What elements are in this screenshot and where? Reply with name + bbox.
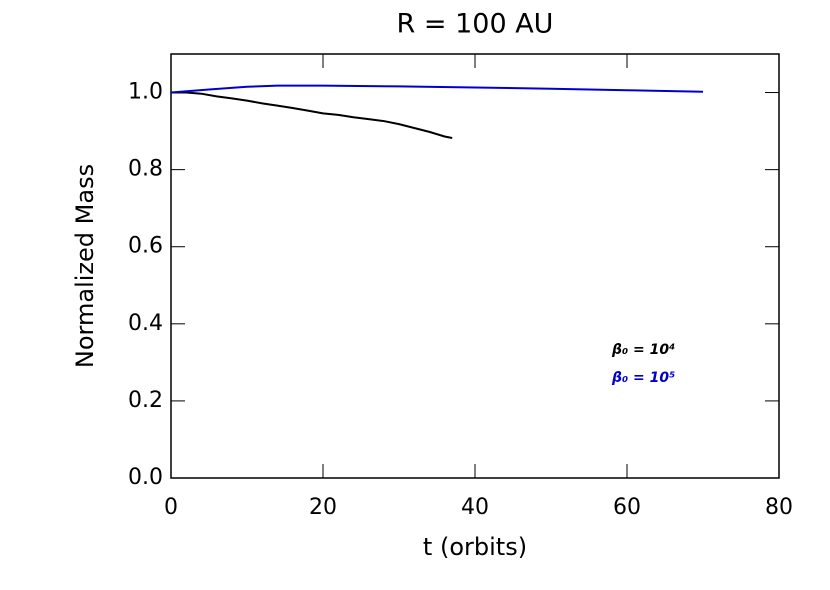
plot-frame — [170, 53, 780, 479]
x-tick-label: 40 — [461, 495, 489, 520]
data-line — [170, 84, 704, 94]
legend-entry: β₀ = 10⁴ — [611, 342, 675, 358]
y-axis-label: Normalized Mass — [71, 164, 99, 368]
x-tick-label: 60 — [613, 495, 641, 520]
y-tick-label: 0.0 — [128, 465, 163, 490]
y-tick-label: 1.0 — [128, 80, 163, 105]
x-tick-label: 20 — [309, 495, 337, 520]
data-line — [171, 91, 453, 140]
y-tick-label: 0.2 — [128, 388, 163, 413]
x-tick-label: 80 — [765, 495, 793, 520]
y-tick-label: 0.8 — [128, 157, 163, 182]
chart-title: R = 100 AU — [397, 9, 554, 40]
y-tick-label: 0.6 — [128, 234, 163, 259]
x-tick-label: 0 — [164, 495, 178, 520]
legend-entry: β₀ = 10⁵ — [611, 370, 675, 386]
x-axis-label: t (orbits) — [423, 533, 527, 561]
y-tick-label: 0.4 — [128, 311, 163, 336]
